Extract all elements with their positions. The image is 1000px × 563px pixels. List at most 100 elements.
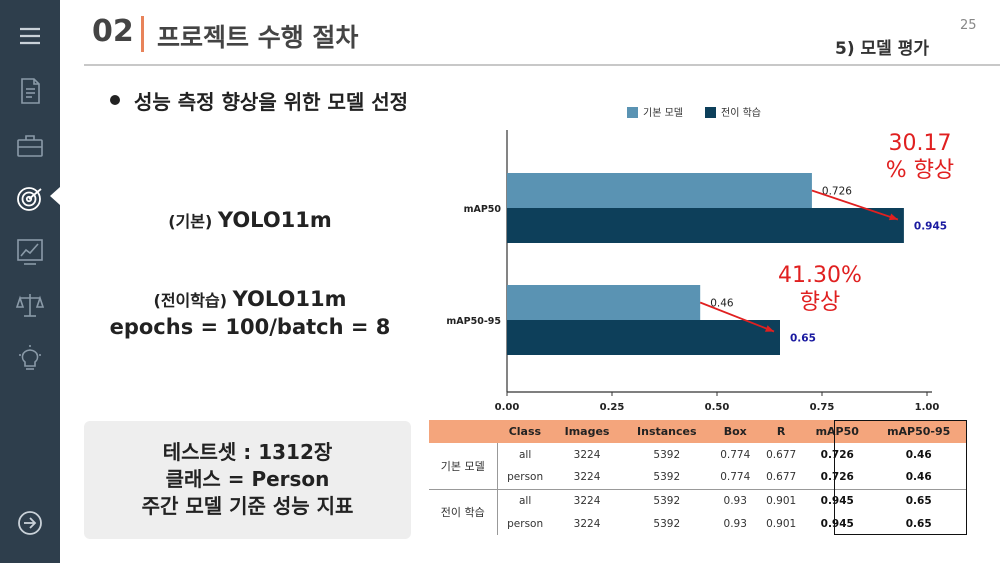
table-cell: 3224 bbox=[552, 488, 622, 512]
table-cell: all bbox=[497, 488, 553, 512]
header-divider bbox=[141, 16, 144, 52]
target-icon[interactable] bbox=[0, 178, 60, 218]
table-row: 전이 학습 all 3224 5392 0.93 0.901 0.945 0.6… bbox=[429, 488, 967, 535]
arrow-right-circle-icon[interactable] bbox=[0, 503, 60, 543]
table-cell: 0.726 bbox=[820, 471, 854, 484]
x-tick-label: 0.00 bbox=[495, 402, 520, 413]
info-class: 클래스 = Person bbox=[165, 467, 330, 491]
document-icon[interactable] bbox=[0, 71, 60, 111]
map50-improvement-value: 30.17 bbox=[888, 131, 952, 156]
legend-label: 전이 학습 bbox=[721, 107, 761, 119]
bullet-heading: 성능 측정 향상을 위한 모델 선정 bbox=[134, 90, 409, 114]
section-label: 5) 모델 평가 bbox=[835, 39, 929, 59]
table-cell: 5392 bbox=[621, 488, 713, 512]
table-cell: person bbox=[507, 517, 544, 530]
table-row: person 3224 5392 0.774 0.677 0.726 0.46 bbox=[429, 466, 967, 489]
model-transfer-params: epochs = 100/batch = 8 bbox=[109, 315, 391, 339]
table-row: person 3224 5392 0.93 0.901 0.945 0.65 bbox=[429, 512, 967, 535]
legend-swatch bbox=[705, 107, 716, 118]
briefcase-icon[interactable] bbox=[0, 126, 60, 166]
info-testset: 테스트셋 : 1312장 bbox=[162, 440, 333, 464]
map-bar-chart: 기본 모델 전이 학습 0.00 0.25 0.50 0.75 1.00 mAP50 0.726… bbox=[446, 107, 947, 413]
table-header-cell: Instances bbox=[621, 420, 713, 443]
table-header-cell: Images bbox=[552, 420, 622, 443]
table-header-cell bbox=[429, 420, 497, 443]
table-header-cell: Box bbox=[712, 420, 759, 443]
table-header-cell: Class bbox=[497, 420, 553, 443]
table-cell: 0.945 bbox=[820, 517, 854, 530]
group-label: 전이 학습 bbox=[429, 488, 498, 535]
menu-icon[interactable] bbox=[0, 16, 60, 56]
table-cell: 5392 bbox=[653, 471, 681, 484]
table-cell: 3224 bbox=[573, 517, 601, 530]
data-label: 0.46 bbox=[710, 298, 734, 310]
bar bbox=[507, 173, 812, 208]
section-number: 02 bbox=[92, 14, 134, 49]
group-label: 기본 모델 bbox=[429, 443, 498, 489]
table-cell: 0.901 bbox=[758, 488, 805, 512]
table-header-cell: R bbox=[758, 420, 805, 443]
scales-icon[interactable] bbox=[0, 285, 60, 325]
sidebar bbox=[0, 0, 60, 563]
table-cell: 0.774 bbox=[720, 471, 751, 484]
active-indicator bbox=[50, 187, 60, 205]
model-transfer-prefix: (전이학습) bbox=[153, 291, 228, 310]
table-cell: 5392 bbox=[653, 448, 681, 461]
header-rule bbox=[84, 64, 1000, 66]
table-cell: 0.46 bbox=[905, 448, 932, 461]
x-tick-label: 0.50 bbox=[705, 402, 730, 413]
bar bbox=[507, 208, 904, 243]
data-label: 0.65 bbox=[790, 333, 816, 345]
page-number: 25 bbox=[960, 18, 977, 33]
improvement-arrowhead bbox=[765, 325, 774, 332]
table-cell: 0.677 bbox=[766, 471, 797, 484]
table-cell: all bbox=[518, 448, 532, 461]
results-table: Class Images Instances Box R mAP50 mAP50… bbox=[429, 420, 967, 535]
model-base-prefix: (기본) bbox=[168, 212, 213, 231]
improvement-arrow bbox=[699, 301, 775, 333]
table-cell: 3224 bbox=[573, 448, 601, 461]
map5095-improvement-text: 향상 bbox=[799, 290, 841, 315]
legend-swatch bbox=[627, 107, 638, 118]
table-cell: 0.65 bbox=[870, 488, 967, 512]
table-cell: 0.65 bbox=[905, 517, 932, 530]
category-label: mAP50-95 bbox=[446, 316, 501, 327]
table-cell: 5392 bbox=[653, 517, 681, 530]
table-header-cell: mAP50 bbox=[804, 420, 871, 443]
x-tick-label: 0.75 bbox=[810, 402, 835, 413]
map50-improvement-annotation: 30.17 % 향상 bbox=[870, 130, 970, 184]
page-title: 프로젝트 수행 절차 bbox=[157, 23, 359, 52]
table-header-cell: mAP50-95 bbox=[870, 420, 967, 443]
table-cell: 0.46 bbox=[905, 471, 932, 484]
legend-label: 기본 모델 bbox=[643, 107, 683, 119]
info-note: 주간 모델 기준 성능 지표 bbox=[141, 494, 354, 518]
table-cell: 0.93 bbox=[723, 517, 747, 530]
map5095-improvement-annotation: 41.30% 향상 bbox=[770, 262, 870, 316]
bar bbox=[507, 320, 780, 355]
improvement-arrow bbox=[811, 189, 899, 221]
table-cell: 0.726 bbox=[820, 448, 854, 461]
testset-info-box: 테스트셋 : 1312장 클래스 = Person 주간 모델 기준 성능 지표 bbox=[84, 421, 411, 539]
table-cell: 0.774 bbox=[720, 448, 751, 461]
table-cell: 0.901 bbox=[766, 517, 797, 530]
table-header-row: Class Images Instances Box R mAP50 mAP50… bbox=[429, 420, 967, 443]
table-cell: 0.677 bbox=[766, 448, 797, 461]
map50-improvement-text: % 향상 bbox=[885, 158, 955, 183]
chart-icon[interactable] bbox=[0, 231, 60, 271]
table-row: 기본 모델 all 3224 5392 0.774 0.677 0.726 0.… bbox=[429, 443, 967, 489]
x-tick-label: 0.25 bbox=[600, 402, 625, 413]
table-cell: person bbox=[507, 471, 544, 484]
table-cell: 3224 bbox=[573, 471, 601, 484]
data-label: 0.726 bbox=[822, 186, 852, 198]
model-base-name: YOLO11m bbox=[217, 208, 332, 232]
table-cell: 0.93 bbox=[712, 488, 759, 512]
data-label: 0.945 bbox=[914, 221, 947, 233]
improvement-arrowhead bbox=[888, 213, 898, 221]
bullet-dot bbox=[110, 95, 120, 105]
map5095-improvement-value: 41.30% bbox=[778, 263, 862, 288]
model-base-label: (기본) YOLO11m bbox=[90, 208, 410, 232]
category-label: mAP50 bbox=[464, 204, 502, 215]
lightbulb-icon[interactable] bbox=[0, 338, 60, 378]
bar bbox=[507, 285, 701, 320]
model-transfer-name: YOLO11m bbox=[232, 287, 347, 311]
